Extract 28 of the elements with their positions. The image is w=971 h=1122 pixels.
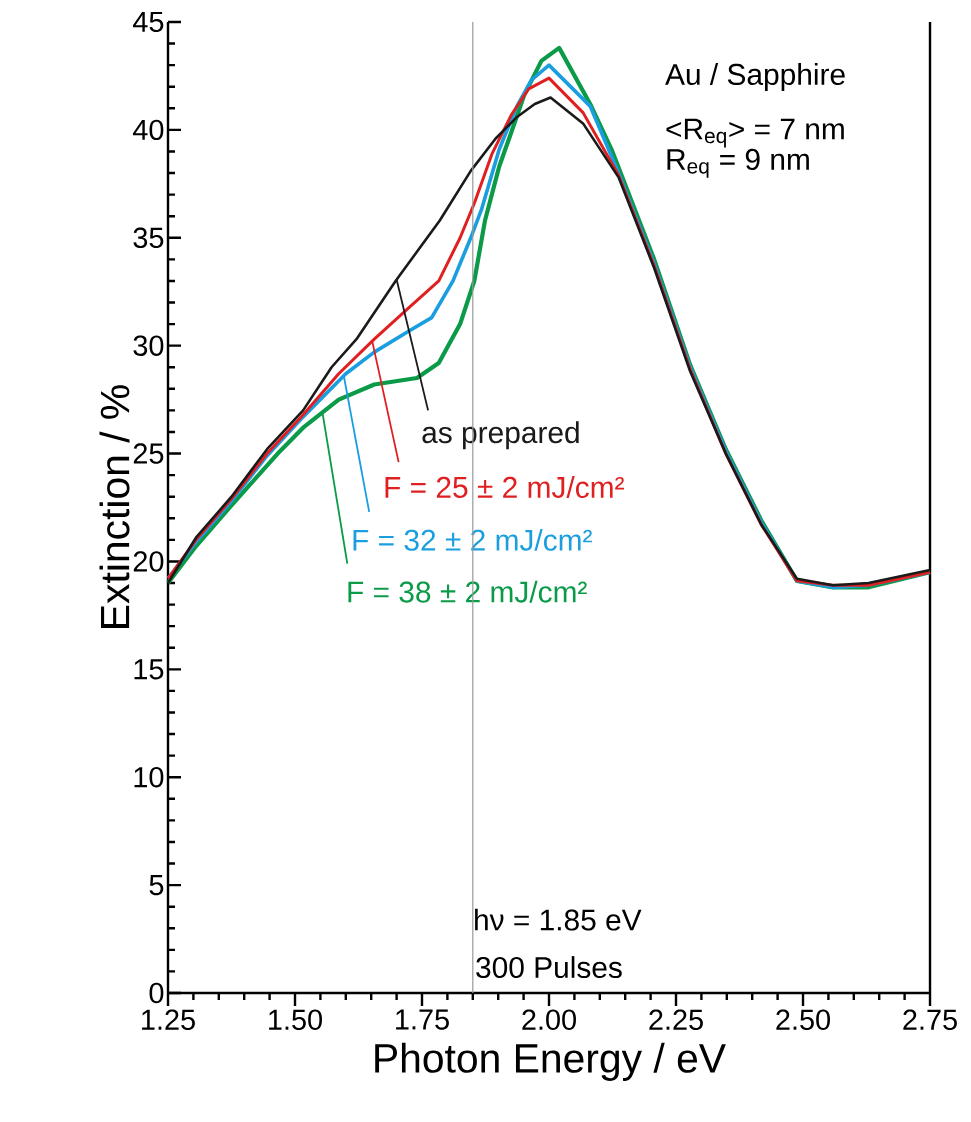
y-tick-label: 35	[133, 227, 164, 248]
y-tick-label: 20	[133, 551, 164, 572]
x-tick-label: 2.00	[522, 1009, 576, 1030]
y-tick-label: 40	[133, 119, 164, 141]
text: F = 32 ± 2 mJ/cm²	[353, 528, 592, 551]
x-tick-label: 1.50	[269, 1009, 322, 1030]
annotation: R$_{eq}$ = 9 nm	[667, 148, 809, 178]
y-tick-label: 0	[149, 982, 164, 1004]
text: as prepared	[422, 421, 579, 450]
ref-line-label: hν = 1.85 eV	[475, 908, 642, 931]
y-tick-label: 15	[134, 659, 164, 680]
y-axis-title: Extinction / %	[99, 385, 130, 628]
x-tick-label: 2.75	[903, 1009, 957, 1030]
annotation: <R$_{eq}$> = 7 nm	[666, 118, 844, 148]
text: F = 38 ± 2 mJ/cm²	[348, 580, 587, 603]
y-tick-label: 30	[133, 335, 164, 356]
x-tick-label: 1.75	[396, 1009, 449, 1030]
text: F = 25 ± 2 mJ/cm²	[385, 476, 624, 498]
y-tick-label: 10	[134, 766, 164, 788]
x-tick-label: 2.50	[776, 1009, 830, 1030]
y-tick-label: 5	[149, 875, 164, 896]
x-tick-label: 2.25	[649, 1009, 703, 1030]
annotation: 300 Pulses	[476, 956, 622, 979]
y-tick-label: 25	[133, 443, 164, 464]
x-axis-title: Photon Energy / eV	[375, 1042, 726, 1081]
annotation: Au / Sapphire	[665, 63, 845, 91]
x-tick-label: 1.25	[142, 1009, 195, 1030]
y-tick-label: 45	[133, 11, 164, 33]
